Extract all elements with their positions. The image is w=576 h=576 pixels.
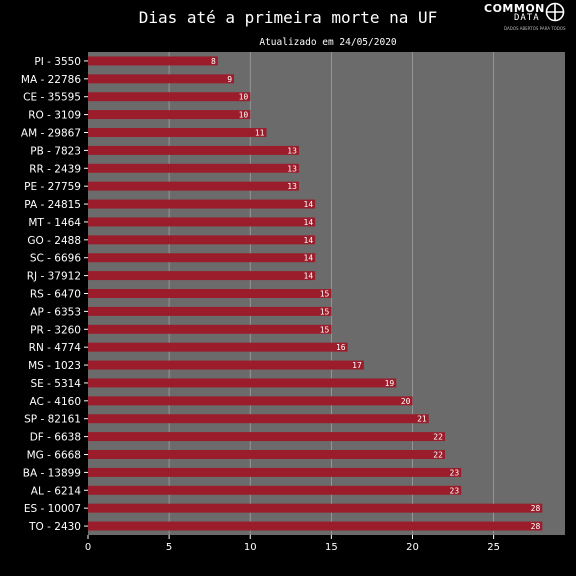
bar-value-label: 17: [352, 361, 362, 370]
category-label: SC - 6696: [30, 253, 82, 265]
bar-value-label: 8: [211, 57, 216, 66]
bar-value-label: 21: [417, 415, 427, 424]
bar: [88, 181, 299, 191]
chart-title: Dias até a primeira morte na UF: [138, 8, 438, 27]
bars: 8 9 10 10 11 13 13 13 14 14 14 14 14 15 15 15 16 17 19 20 21…: [88, 56, 543, 531]
bar: [88, 342, 348, 352]
bar-value-label: 15: [320, 290, 330, 299]
bar: [88, 306, 332, 316]
bar-value-label: 14: [304, 272, 314, 281]
category-label: PE - 27759: [24, 181, 81, 193]
category-label: MS - 1023: [28, 360, 81, 372]
category-label: MA - 22786: [21, 74, 81, 86]
bar: [88, 432, 445, 442]
x-tick-label: 20: [406, 542, 419, 553]
bar-value-label: 14: [304, 236, 314, 245]
bar: [88, 128, 267, 137]
category-label: RS - 6470: [30, 289, 81, 301]
bar: [88, 360, 364, 370]
bar-value-label: 23: [450, 468, 460, 477]
category-label: AM - 29867: [21, 128, 81, 140]
bar: [88, 217, 316, 227]
crosshair-circle-icon: [545, 2, 565, 22]
category-label: TO - 2430: [28, 521, 81, 533]
bar-value-label: 13: [287, 164, 297, 173]
category-label: ES - 10007: [24, 503, 81, 515]
bar-value-label: 10: [239, 93, 249, 102]
bar-value-label: 20: [401, 397, 411, 406]
bar: [88, 253, 316, 263]
bar: [88, 414, 429, 424]
category-label: RJ - 37912: [27, 271, 81, 283]
x-tick-label: 10: [244, 542, 257, 553]
bar-value-label: 9: [227, 75, 232, 84]
bar-value-label: 10: [239, 111, 249, 120]
category-label: PI - 3550: [34, 56, 81, 68]
bar-value-label: 19: [385, 379, 395, 388]
bar-value-label: 13: [287, 182, 297, 191]
x-tick-label: 0: [85, 542, 91, 553]
category-label: GO - 2488: [27, 235, 81, 247]
bar-value-label: 22: [433, 433, 443, 442]
bar: [88, 74, 235, 84]
bar: [88, 199, 316, 209]
bar: [88, 450, 445, 459]
bar-value-label: 22: [433, 451, 443, 460]
category-label: AL - 6214: [31, 485, 82, 497]
bar: [88, 485, 462, 495]
bar-value-label: 14: [304, 254, 314, 263]
bar: [88, 56, 218, 66]
category-label: PB - 7823: [30, 145, 81, 157]
category-label: MT - 1464: [28, 217, 81, 229]
bar-value-label: 16: [336, 343, 346, 352]
bar: [88, 503, 543, 513]
category-label: SP - 82161: [24, 414, 81, 426]
x-tick-label: 25: [487, 542, 500, 553]
bar: [88, 163, 299, 173]
bar-value-label: 15: [320, 307, 330, 316]
x-tick-label: 15: [325, 542, 338, 553]
bar: [88, 145, 299, 155]
bar: [88, 521, 543, 531]
common-data-logo: COMMON DATA DADOS ABERTOS PARA TODOS: [484, 2, 570, 36]
category-label: MG - 6668: [27, 450, 81, 462]
bar-value-label: 28: [531, 522, 541, 531]
category-label: RN - 4774: [29, 342, 82, 354]
category-label: PR - 3260: [30, 324, 81, 336]
category-label: AC - 4160: [29, 396, 81, 408]
bar-value-label: 28: [531, 504, 541, 513]
category-label: RO - 3109: [28, 110, 81, 122]
bar: [88, 110, 251, 120]
x-tick-label: 5: [166, 542, 172, 553]
logo-sub: DATA: [514, 13, 540, 23]
category-label: PA - 24815: [24, 199, 81, 211]
category-label: DF - 6638: [30, 432, 81, 444]
category-label: BA - 13899: [23, 467, 81, 479]
bar-value-label: 11: [255, 129, 265, 138]
logo-tagline: DADOS ABERTOS PARA TODOS: [504, 26, 566, 31]
category-label: SE - 5314: [31, 378, 82, 390]
bar: [88, 378, 397, 388]
bar-value-label: 23: [450, 486, 460, 495]
bar: [88, 271, 316, 281]
chart-subtitle: Atualizado em 24/05/2020: [259, 37, 397, 48]
bar-value-label: 15: [320, 325, 330, 334]
bar: [88, 289, 332, 298]
bar: [88, 92, 251, 102]
bar-value-label: 13: [287, 146, 297, 155]
category-label: AP - 6353: [30, 306, 81, 318]
bar: [88, 324, 332, 334]
bar-value-label: 14: [304, 200, 314, 209]
bar: [88, 467, 462, 477]
bar-value-label: 14: [304, 218, 314, 227]
category-labels: PI - 3550 MA - 22786 CE - 35595 RO - 3109 AM…: [21, 56, 88, 533]
category-label: CE - 35595: [23, 92, 81, 104]
category-label: RR - 2439: [29, 163, 81, 175]
bar: [88, 235, 316, 245]
bar: [88, 396, 413, 406]
logo-word: COMMON: [484, 2, 545, 15]
x-axis: 0 5 10 15 20 25: [85, 535, 500, 553]
